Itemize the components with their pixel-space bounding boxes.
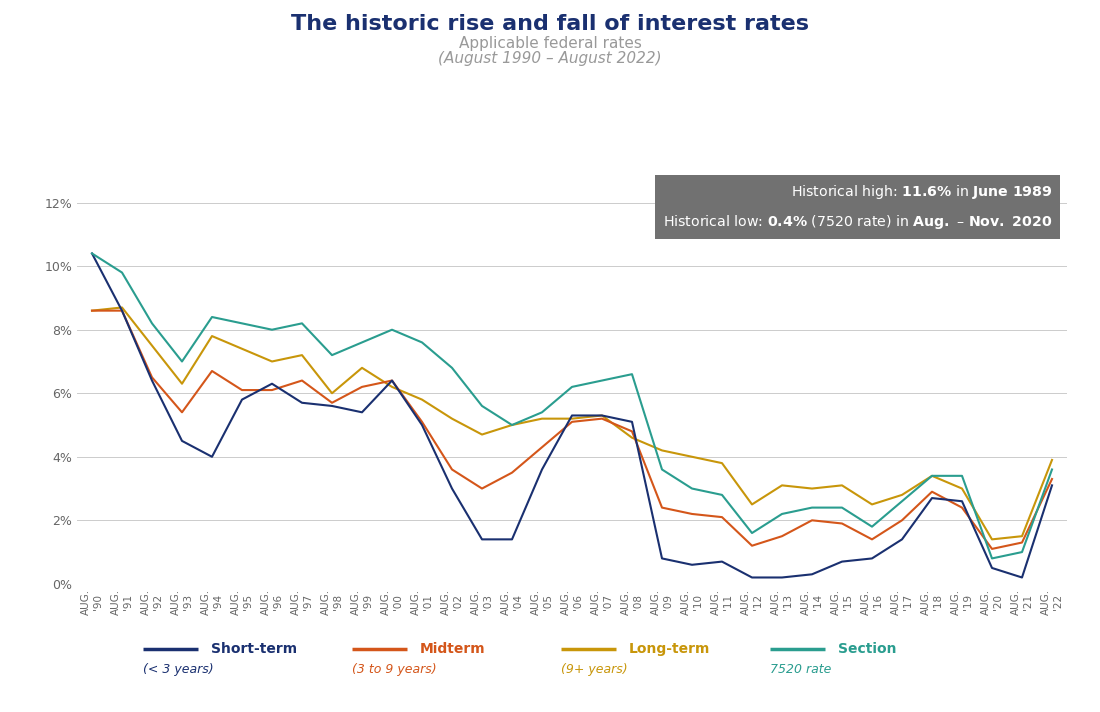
Text: Midterm: Midterm <box>420 642 486 656</box>
Text: Short-term: Short-term <box>211 642 297 656</box>
Text: Long-term: Long-term <box>629 642 711 656</box>
Text: (9+ years): (9+ years) <box>561 663 628 676</box>
Text: Historical high: $\mathbf{11.6\%}$ in $\mathbf{June\ 1989}$
Historical low: $\ma: Historical high: $\mathbf{11.6\%}$ in $\… <box>663 183 1053 231</box>
Text: The historic rise and fall of interest rates: The historic rise and fall of interest r… <box>292 14 808 34</box>
Text: Applicable federal rates: Applicable federal rates <box>459 36 641 51</box>
Text: Section: Section <box>838 642 896 656</box>
Text: (August 1990 – August 2022): (August 1990 – August 2022) <box>438 51 662 66</box>
Text: 7520 rate: 7520 rate <box>770 663 832 676</box>
Text: (3 to 9 years): (3 to 9 years) <box>352 663 437 676</box>
Text: (< 3 years): (< 3 years) <box>143 663 213 676</box>
